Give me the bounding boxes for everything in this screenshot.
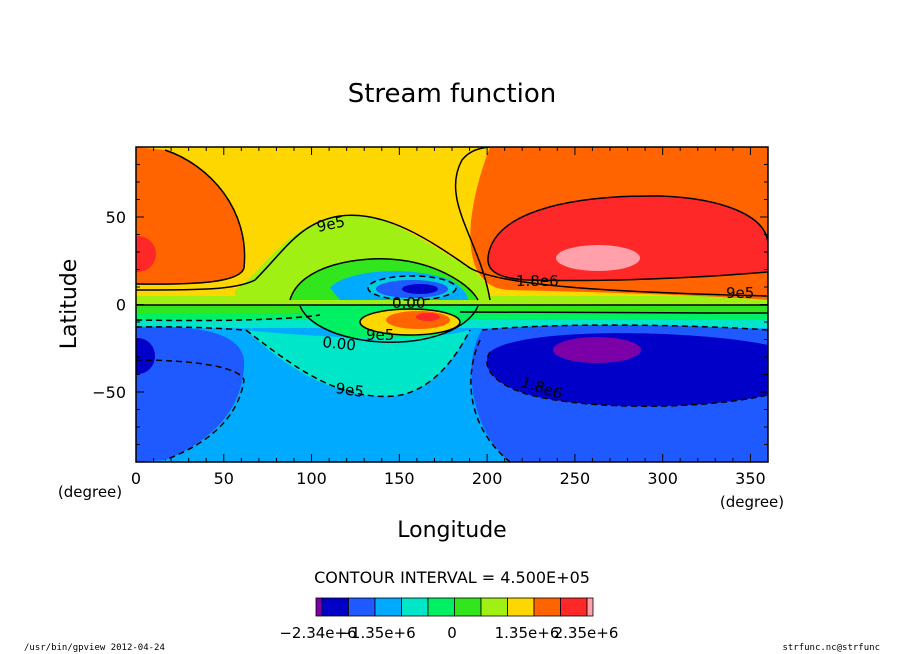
contour-field [136, 147, 768, 462]
se-low-core [553, 337, 641, 363]
contour-label: 9e5 [726, 284, 754, 302]
x-tick-label: 200 [472, 469, 503, 488]
contour-label: 0.00 [322, 333, 357, 354]
footer-right: strfunc.nc@strfunc [782, 643, 880, 653]
footer-left: /usr/bin/gpview 2012-04-24 [24, 643, 165, 653]
x-tick-label: 50 [214, 469, 234, 488]
contour-dash-s2 [136, 326, 471, 398]
y-tick-label: 0 [116, 296, 126, 315]
contour-interval: CONTOUR INTERVAL = 4.500E+05 [314, 568, 590, 587]
colorbar-swatch [348, 597, 376, 617]
x-tick-label: 300 [647, 469, 678, 488]
contour-label: 1.8e6 [516, 272, 559, 290]
y-axis-label: Latitude [57, 259, 82, 350]
sw-low-core [136, 338, 155, 374]
colorbar-swatch [533, 597, 561, 617]
colorbar-swatch [401, 597, 429, 617]
y-tick-label: 50 [106, 208, 126, 227]
colorbar-swatch [374, 597, 402, 617]
contour-n-9e5 [136, 214, 768, 297]
nw-high-core [136, 236, 156, 272]
contour-lines [136, 147, 768, 343]
colorbar-swatch [315, 597, 323, 617]
contour-central-n [289, 258, 479, 301]
central-south-lobe [246, 330, 470, 397]
contour-dash-se-1.8e6 [486, 351, 768, 407]
colorbar-labels: −2.34e+6−1.35e+6 0 1.35e+62.35e+6 [279, 624, 618, 642]
ne-high-core [556, 245, 640, 271]
colorbar [315, 597, 594, 617]
contour-central-high [359, 308, 461, 336]
sw-low-outer [136, 326, 245, 462]
colorbar-tick-label: −1.35e+6 [338, 624, 415, 642]
contour-label: 9e5 [366, 326, 394, 344]
contour-dash-central-low [367, 275, 457, 301]
colorbar-swatch [454, 597, 482, 617]
colorbar-swatch [507, 597, 535, 617]
x-tick-label: 250 [560, 469, 591, 488]
contour-dash-s1 [136, 314, 321, 322]
colorbar-tick-label: 0 [447, 624, 457, 642]
contour-nw-9e5 [136, 149, 246, 285]
contour-dash-se-boundary [470, 339, 511, 462]
contour-label: 9e5 [315, 212, 346, 235]
nw-high-outer [136, 147, 245, 285]
x-unit-label: (degree) [720, 493, 784, 511]
colorbar-swatch [480, 597, 508, 617]
contour-label: 0.00 [392, 294, 425, 312]
chart-title: Stream function [348, 79, 557, 109]
contour-ne-boundary [454, 147, 491, 301]
contour-central-s [299, 305, 479, 343]
x-tick-label: 0 [131, 469, 141, 488]
central-high-core [416, 313, 440, 321]
band-n2 [136, 296, 768, 305]
contour-dash-se [481, 324, 768, 331]
contour-ne-1.8e6 [487, 195, 768, 259]
colorbar-swatch [560, 597, 588, 617]
contour-s-line [459, 311, 768, 314]
contour-dash-sw [136, 359, 245, 461]
colorbar-swatch [427, 597, 455, 617]
x-tick-label: 150 [384, 469, 415, 488]
y-unit-label: (degree) [58, 483, 122, 501]
axis-ticks [135, 147, 768, 462]
colorbar-tick-label: −2.34e+6 [279, 624, 356, 642]
contour-label: 9e5 [334, 379, 365, 401]
contour-lines-negative [136, 275, 768, 462]
central-high-inner [386, 311, 450, 329]
y-tick-label: −50 [92, 383, 126, 402]
colorbar-swatch [321, 597, 349, 617]
colorbar-tick-label: 1.35e+6 [495, 624, 560, 642]
x-axis-label: Longitude [397, 518, 506, 543]
x-tick-label: 350 [735, 469, 766, 488]
axis-tick-labels: 0 50 100 150 200 250 300 350 −50 0 50 [92, 208, 765, 488]
colorbar-swatch [586, 597, 594, 617]
central-low-core [402, 284, 438, 294]
colorbar-tick-label: 2.35e+6 [554, 624, 619, 642]
x-tick-label: 100 [296, 469, 327, 488]
contour-ne-1.8e6-lower [487, 257, 768, 282]
